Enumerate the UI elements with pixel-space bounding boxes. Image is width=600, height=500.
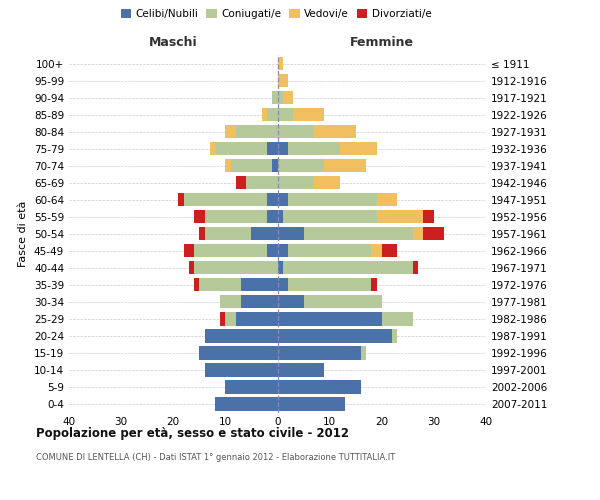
Bar: [371, 278, 377, 291]
Bar: [277, 227, 304, 240]
Text: Femmine: Femmine: [350, 36, 414, 49]
Bar: [194, 210, 205, 224]
Bar: [184, 244, 194, 258]
Bar: [215, 142, 267, 156]
Bar: [424, 210, 434, 224]
Bar: [277, 108, 293, 121]
Bar: [178, 193, 184, 206]
Bar: [304, 227, 413, 240]
Bar: [205, 364, 277, 376]
Bar: [361, 346, 366, 360]
Bar: [277, 312, 382, 326]
Bar: [371, 244, 382, 258]
Bar: [246, 176, 277, 190]
Bar: [226, 159, 230, 172]
Bar: [283, 91, 293, 104]
Bar: [220, 295, 241, 308]
Bar: [413, 227, 424, 240]
Bar: [241, 278, 277, 291]
Bar: [236, 176, 246, 190]
Bar: [277, 330, 392, 342]
Bar: [283, 210, 377, 224]
Bar: [226, 312, 236, 326]
Bar: [277, 346, 361, 360]
Bar: [241, 295, 277, 308]
Bar: [277, 210, 283, 224]
Bar: [340, 142, 377, 156]
Bar: [277, 193, 288, 206]
Bar: [325, 159, 366, 172]
Bar: [277, 57, 283, 70]
Bar: [288, 244, 371, 258]
Bar: [277, 74, 288, 87]
Bar: [194, 261, 277, 274]
Text: Maschi: Maschi: [149, 36, 197, 49]
Bar: [262, 108, 267, 121]
Bar: [283, 261, 413, 274]
Bar: [220, 312, 226, 326]
Bar: [277, 278, 288, 291]
Bar: [277, 380, 361, 394]
Bar: [272, 91, 277, 104]
Bar: [277, 244, 288, 258]
Text: Popolazione per età, sesso e stato civile - 2012: Popolazione per età, sesso e stato civil…: [36, 428, 349, 440]
Bar: [277, 261, 283, 274]
Bar: [277, 142, 288, 156]
Bar: [288, 142, 340, 156]
Text: COMUNE DI LENTELLA (CH) - Dati ISTAT 1° gennaio 2012 - Elaborazione TUTTITALIA.I: COMUNE DI LENTELLA (CH) - Dati ISTAT 1° …: [36, 452, 395, 462]
Bar: [267, 142, 277, 156]
Bar: [377, 210, 424, 224]
Bar: [424, 227, 444, 240]
Bar: [236, 312, 277, 326]
Bar: [277, 125, 314, 138]
Bar: [377, 193, 397, 206]
Bar: [277, 91, 283, 104]
Bar: [205, 330, 277, 342]
Legend: Celibi/Nubili, Coniugati/e, Vedovi/e, Divorziati/e: Celibi/Nubili, Coniugati/e, Vedovi/e, Di…: [116, 5, 436, 24]
Bar: [288, 193, 377, 206]
Y-axis label: Fasce di età: Fasce di età: [19, 200, 28, 267]
Bar: [293, 108, 325, 121]
Bar: [267, 193, 277, 206]
Bar: [205, 210, 267, 224]
Bar: [194, 244, 267, 258]
Bar: [189, 261, 194, 274]
Bar: [288, 278, 371, 291]
Bar: [277, 364, 325, 376]
Bar: [251, 227, 277, 240]
Bar: [215, 398, 277, 410]
Bar: [272, 159, 277, 172]
Bar: [382, 244, 397, 258]
Bar: [277, 159, 325, 172]
Bar: [236, 125, 277, 138]
Bar: [267, 210, 277, 224]
Bar: [226, 125, 236, 138]
Bar: [267, 244, 277, 258]
Bar: [267, 108, 277, 121]
Bar: [199, 227, 205, 240]
Bar: [210, 142, 215, 156]
Bar: [199, 346, 277, 360]
Bar: [205, 227, 251, 240]
Bar: [277, 176, 314, 190]
Bar: [382, 312, 413, 326]
Bar: [392, 330, 397, 342]
Bar: [277, 398, 345, 410]
Bar: [230, 159, 272, 172]
Bar: [277, 295, 304, 308]
Bar: [184, 193, 267, 206]
Bar: [304, 295, 382, 308]
Bar: [314, 176, 340, 190]
Bar: [314, 125, 356, 138]
Bar: [194, 278, 199, 291]
Bar: [226, 380, 277, 394]
Bar: [413, 261, 418, 274]
Bar: [199, 278, 241, 291]
